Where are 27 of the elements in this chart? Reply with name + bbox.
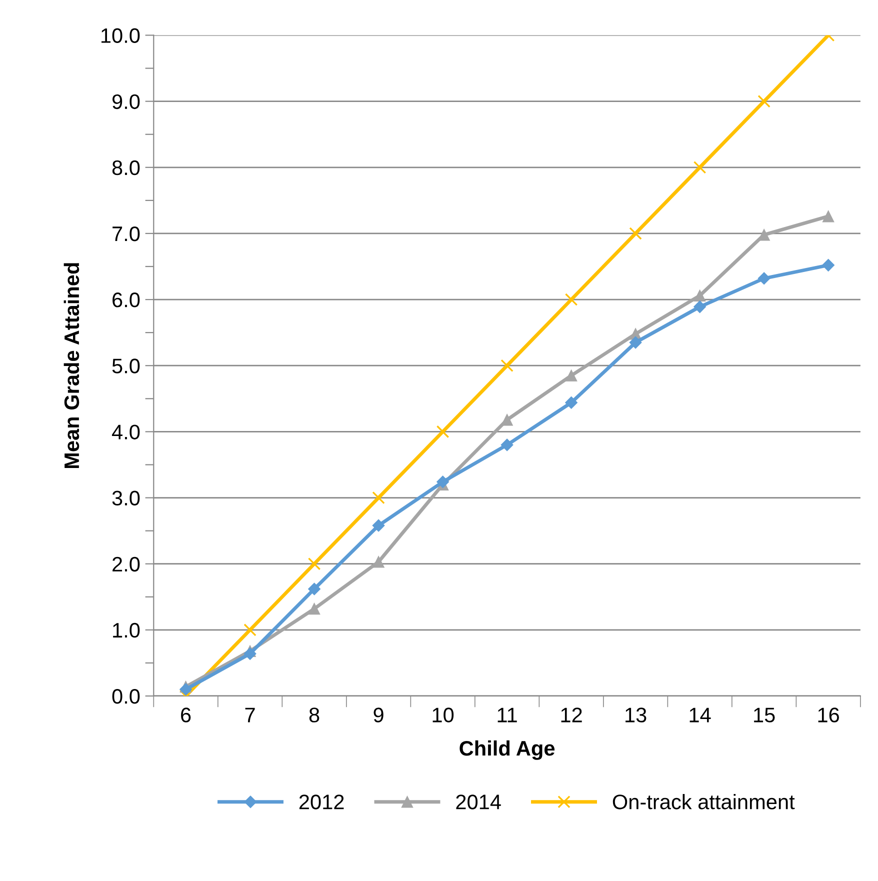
y-tick-label: 7.0 <box>112 226 140 242</box>
y-tick-label: 2.0 <box>112 556 140 572</box>
x-tick-label: 15 <box>754 708 775 722</box>
x-tick-label: 12 <box>561 708 582 722</box>
x-tick-label: 9 <box>374 708 384 722</box>
legend-label: 2012 <box>299 794 344 810</box>
x-tick-label: 6 <box>181 708 191 722</box>
legend-label: 2014 <box>456 794 501 810</box>
x-tick-label: 14 <box>690 708 711 722</box>
x-tick-label: 13 <box>626 708 646 722</box>
y-tick-label: 5.0 <box>112 358 140 374</box>
y-tick-label: 3.0 <box>112 490 140 506</box>
y-axis-title: Mean Grade Attained <box>64 263 80 468</box>
y-tick-label: 1.0 <box>113 622 140 638</box>
x-tick-label: 7 <box>245 708 255 722</box>
y-tick-label: 10.0 <box>102 28 140 43</box>
x-tick-label: 10 <box>432 708 454 722</box>
y-tick-label: 6.0 <box>112 292 140 308</box>
x-tick-label: 8 <box>309 708 320 722</box>
y-tick-label: 4.0 <box>112 424 140 440</box>
y-tick-label: 8.0 <box>112 160 140 176</box>
legend-label: On-track attainment <box>612 794 795 810</box>
y-tick-label: 0.0 <box>112 688 140 704</box>
y-tick-label: 9.0 <box>112 94 140 110</box>
x-tick-label: 11 <box>498 708 517 722</box>
x-tick-label: 16 <box>818 708 839 722</box>
x-axis-title: Child Age <box>460 740 555 760</box>
